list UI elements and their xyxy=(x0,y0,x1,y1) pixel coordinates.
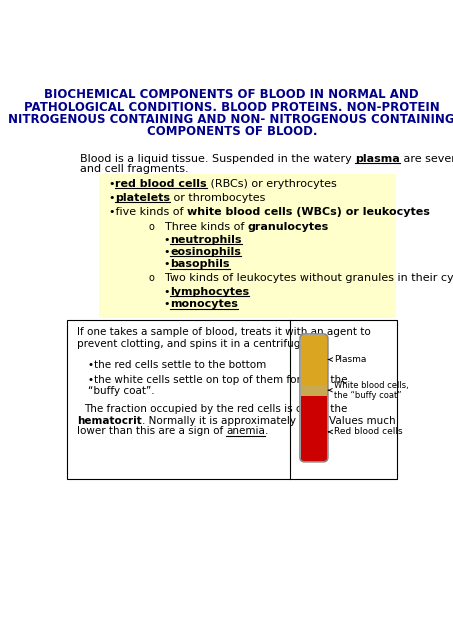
Text: •: • xyxy=(164,259,170,269)
Text: hematocrit: hematocrit xyxy=(77,415,141,426)
Text: monocytes: monocytes xyxy=(170,300,238,309)
Text: neutrophils: neutrophils xyxy=(170,235,241,244)
Text: plasma: plasma xyxy=(355,154,400,164)
Text: eosinophils: eosinophils xyxy=(170,247,241,257)
FancyBboxPatch shape xyxy=(300,334,328,462)
Text: •: • xyxy=(109,193,115,203)
Text: . Normally it is approximately 45%. Values much: . Normally it is approximately 45%. Valu… xyxy=(141,415,395,426)
Text: •: • xyxy=(164,235,170,244)
Text: o: o xyxy=(148,273,154,283)
Text: Red blood cells: Red blood cells xyxy=(328,428,403,436)
Text: •: • xyxy=(164,300,170,309)
Bar xyxy=(301,385,327,396)
Text: Three kinds of: Three kinds of xyxy=(165,221,248,232)
Text: lower than this are a sign of: lower than this are a sign of xyxy=(77,426,226,436)
FancyBboxPatch shape xyxy=(99,174,396,318)
Text: •: • xyxy=(164,247,170,257)
Bar xyxy=(301,335,327,385)
Text: White blood cells,
the “buffy coat”: White blood cells, the “buffy coat” xyxy=(328,381,409,400)
Text: •the red cells settle to the bottom: •the red cells settle to the bottom xyxy=(87,360,266,370)
Text: NITROGENOUS CONTAINING AND NON- NITROGENOUS CONTAINING: NITROGENOUS CONTAINING AND NON- NITROGEN… xyxy=(9,113,453,126)
Text: white blood cells (WBCs) or leukocytes: white blood cells (WBCs) or leukocytes xyxy=(187,207,429,217)
Text: are seven types of cells: are seven types of cells xyxy=(400,154,453,164)
Text: •the white cells settle on top of them forming the: •the white cells settle on top of them f… xyxy=(87,375,347,385)
Text: PATHOLOGICAL CONDITIONS. BLOOD PROTEINS. NON-PROTEIN: PATHOLOGICAL CONDITIONS. BLOOD PROTEINS.… xyxy=(24,100,440,114)
Text: lymphocytes: lymphocytes xyxy=(170,287,249,297)
Text: COMPONENTS OF BLOOD.: COMPONENTS OF BLOOD. xyxy=(146,125,317,138)
FancyBboxPatch shape xyxy=(67,320,397,479)
Text: and cell fragments.: and cell fragments. xyxy=(80,164,188,174)
Text: granulocytes: granulocytes xyxy=(248,221,329,232)
Text: red blood cells: red blood cells xyxy=(115,179,207,189)
Text: If one takes a sample of blood, treats it with an agent to
prevent clotting, and: If one takes a sample of blood, treats i… xyxy=(77,327,371,349)
Text: or thrombocytes: or thrombocytes xyxy=(170,193,265,203)
Text: “buffy coat”.: “buffy coat”. xyxy=(87,385,154,396)
Text: (RBCs) or erythrocytes: (RBCs) or erythrocytes xyxy=(207,179,337,189)
Text: BIOCHEMICAL COMPONENTS OF BLOOD IN NORMAL AND: BIOCHEMICAL COMPONENTS OF BLOOD IN NORMA… xyxy=(44,88,419,101)
Text: The fraction occupied by the red cells is called the: The fraction occupied by the red cells i… xyxy=(85,404,348,414)
Text: Blood is a liquid tissue. Suspended in the watery: Blood is a liquid tissue. Suspended in t… xyxy=(80,154,355,164)
Text: platelets: platelets xyxy=(115,193,170,203)
Text: •: • xyxy=(164,287,170,297)
Text: o: o xyxy=(148,221,154,232)
Text: anemia: anemia xyxy=(226,426,265,436)
Text: Two kinds of leukocytes without granules in their cytoplasm: Two kinds of leukocytes without granules… xyxy=(165,273,453,283)
Text: basophils: basophils xyxy=(170,259,230,269)
Text: .: . xyxy=(265,426,269,436)
Text: •: • xyxy=(109,179,115,189)
Bar xyxy=(301,396,327,461)
Text: •five kinds of: •five kinds of xyxy=(109,207,187,217)
Text: Plasma: Plasma xyxy=(328,355,366,364)
